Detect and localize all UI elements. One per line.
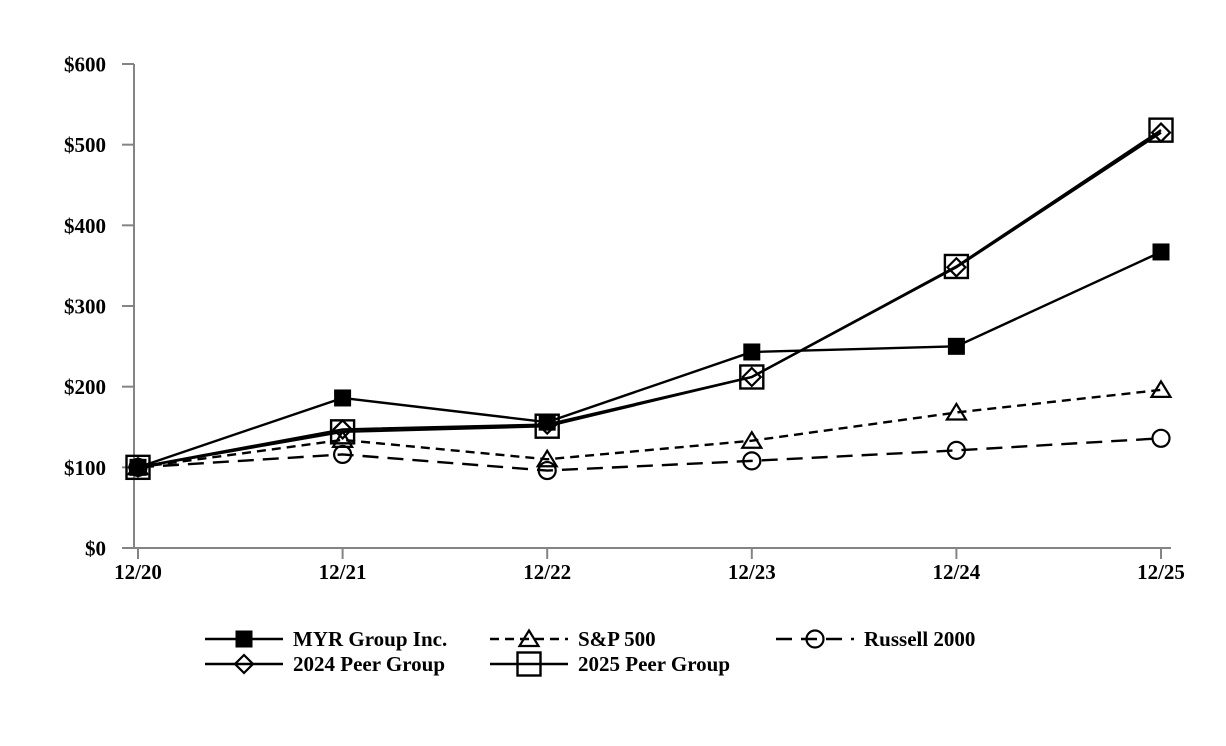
series-line-russell-2000 [137, 437, 1162, 472]
marker-2025-peer-group [943, 253, 970, 280]
y-tick-label: $300 [64, 295, 106, 319]
y-tick-label: $0 [85, 537, 106, 561]
series-myr-group-inc [129, 243, 1170, 476]
marker-2024-peer-group [945, 256, 967, 278]
marker-myr-group-inc [1152, 243, 1170, 261]
series-line-s-p-500 [137, 388, 1162, 469]
series-line-2024-peer-group [137, 131, 1162, 469]
series-line-2025-peer-group [137, 129, 1162, 469]
x-tick-label: 12/25 [1137, 560, 1185, 584]
marker-russell-2000 [742, 451, 762, 471]
marker-s-p-500 [1149, 379, 1173, 398]
marker-russell-2000 [537, 460, 557, 481]
marker-2025-peer-group [1148, 117, 1174, 143]
y-tick-label: $500 [64, 133, 106, 157]
x-tick-label: 12/24 [932, 560, 980, 584]
series-russell-2000 [128, 428, 1171, 481]
marker-myr-group-inc [538, 413, 556, 431]
marker-2025-peer-group [739, 364, 765, 390]
x-tick-label: 12/20 [114, 560, 162, 584]
y-tick-label: $100 [64, 456, 106, 480]
series-2024-peer-group [127, 122, 1172, 478]
series-line-myr-group-inc [137, 250, 1162, 469]
marker-2025-peer-group [125, 454, 151, 481]
marker-myr-group-inc [334, 389, 352, 407]
marker-myr-group-inc [129, 458, 147, 476]
axes: $0 $100 $200 $300 $400 $500 $600 12/20 12/21 12/2… [64, 53, 1185, 585]
marker-s-p-500 [331, 429, 355, 449]
marker-russell-2000 [1151, 428, 1171, 448]
x-tick-label: 12/22 [523, 560, 571, 584]
marker-myr-group-inc [743, 343, 761, 361]
y-tick-label: $200 [64, 375, 106, 399]
marker-2024-peer-group [332, 418, 354, 440]
marker-2025-peer-group [329, 419, 356, 445]
y-tick-label: $400 [64, 214, 106, 238]
marker-myr-group-inc [947, 337, 965, 355]
series-s-p-500 [126, 379, 1173, 476]
marker-s-p-500 [535, 448, 559, 468]
y-tick-label: $600 [64, 53, 106, 77]
marker-s-p-500 [740, 430, 764, 449]
x-tick-label: 12/21 [319, 560, 367, 584]
marker-russell-2000 [946, 440, 967, 460]
x-tick-label: 12/23 [728, 560, 776, 584]
marker-s-p-500 [944, 401, 968, 421]
series-2025-peer-group [125, 117, 1174, 481]
